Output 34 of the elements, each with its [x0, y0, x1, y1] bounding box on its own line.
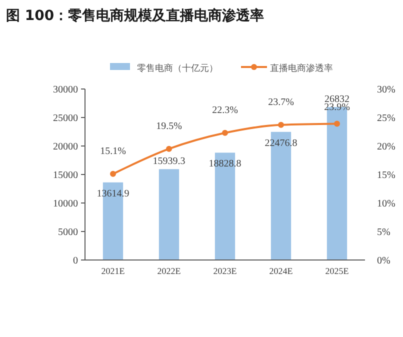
y2-tick-label: 0% [377, 256, 390, 266]
legend-label: 直播电商渗透率 [270, 63, 333, 74]
y-tick-label: 5000 [58, 227, 78, 238]
data-label: 15.1% [100, 146, 126, 157]
y2-tick-label: 25% [377, 113, 396, 124]
y-tick-label: 20000 [53, 142, 78, 152]
y-tick-label: 15000 [53, 170, 78, 181]
y2-tick-label: 5% [377, 227, 390, 238]
point [334, 120, 340, 127]
y2-tick-label: 30% [377, 84, 396, 96]
data-label: 22.3% [212, 104, 238, 116]
y2-tick-label: 10% [377, 198, 396, 210]
chart-title: 图 100：零售电商规模及直播电商渗透率 [6, 7, 264, 24]
data-label: 23.7% [268, 96, 294, 108]
point [110, 170, 116, 177]
y-tick-label: 25000 [53, 113, 78, 124]
x-tick-label: 2022E [157, 266, 182, 276]
point [222, 130, 228, 136]
y2-tick-label: 20% [377, 142, 396, 152]
x-tick-label: 2023E [213, 266, 238, 276]
point [278, 122, 284, 128]
point [166, 146, 172, 152]
x-tick-label: 2021E [101, 266, 126, 276]
y2-tick-label: 15% [377, 170, 396, 181]
bar [158, 169, 180, 260]
x-tick-label: 2025E [325, 266, 350, 276]
x-tick-label: 2024E [269, 266, 294, 276]
legend-label: 零售电商（十亿元） [137, 63, 218, 74]
y-tick-label: 0 [73, 256, 78, 266]
data-label: 23.9% [324, 102, 350, 113]
y-tick-label: 30000 [53, 84, 78, 96]
data-label: 19.5% [156, 120, 182, 132]
data-label: 15939.3 [152, 156, 186, 168]
y-tick-label: 10000 [53, 198, 78, 210]
